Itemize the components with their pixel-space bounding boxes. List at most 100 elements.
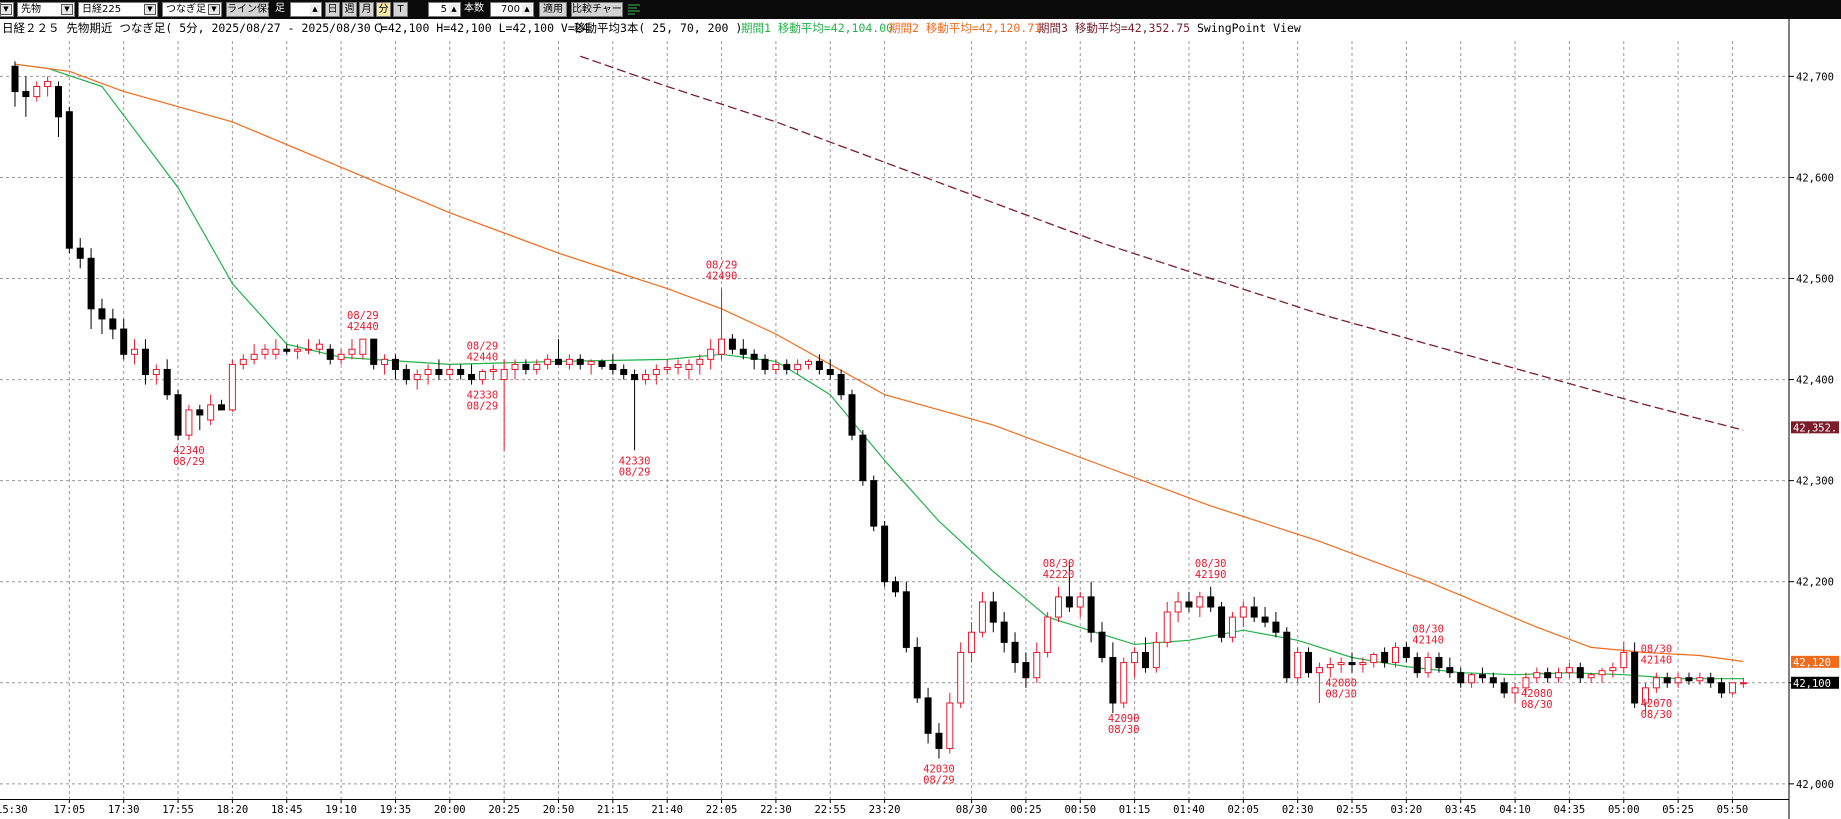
candle (228, 359, 236, 412)
candle-body (1076, 596, 1084, 608)
candle (837, 369, 845, 400)
candle-body (1152, 641, 1160, 669)
candle (1076, 591, 1084, 618)
candle (1522, 672, 1530, 693)
time-tick-label: 17:05 (54, 804, 86, 816)
candle (1185, 591, 1193, 613)
price-tick-label: 42,400 (1796, 375, 1834, 387)
candle-body (22, 91, 30, 98)
candle (196, 404, 204, 431)
candle-body (946, 702, 954, 749)
candle-body (1348, 662, 1356, 666)
candle-body (1642, 687, 1649, 704)
candle (54, 81, 62, 138)
ma3-line (579, 55, 1744, 431)
candle (131, 339, 139, 365)
swing-price: 42090 (1108, 713, 1140, 725)
line-save-button[interactable]: ライン保存 (226, 2, 277, 17)
candle (141, 339, 149, 385)
candle (1544, 667, 1552, 683)
swing-date: 08/29 (347, 310, 379, 322)
candle-body (1511, 687, 1519, 694)
candle (1381, 647, 1389, 668)
count-input[interactable]: 700 ▲ (490, 2, 534, 17)
tick-button[interactable]: T (393, 2, 408, 17)
candle (11, 61, 19, 107)
candle-body (1294, 651, 1302, 679)
candle-body (544, 358, 552, 365)
week-button[interactable]: 週 (342, 2, 357, 17)
interval-input[interactable]: 5 ▲ (428, 2, 461, 17)
time-tick-label: 20:50 (543, 804, 575, 816)
candle-body (163, 368, 171, 396)
candle-body (370, 338, 378, 365)
candle (391, 354, 399, 380)
time-axis[interactable]: 15:30 17:05 17:30 17:55 18:20 18:45 19:10 19:35… (0, 799, 1748, 816)
candle (1011, 632, 1019, 673)
candle-body (1000, 621, 1008, 643)
ashi-input[interactable]: ▲ (290, 2, 322, 17)
candle (174, 389, 182, 441)
chart-area[interactable]: 4234008/2908/294244008/29424404233008/29… (0, 19, 1841, 819)
candle-body (1402, 646, 1410, 659)
candle (348, 339, 356, 360)
candle (978, 591, 986, 638)
candle (728, 334, 736, 355)
candle (1685, 672, 1693, 685)
candle (761, 354, 769, 375)
candle-body (1141, 651, 1149, 669)
candle (544, 354, 552, 370)
candle (152, 364, 160, 385)
candles (11, 61, 1747, 759)
time-tick-label: 21:15 (597, 804, 629, 816)
candle (370, 338, 378, 370)
candle-body (674, 363, 682, 368)
chevron-down-icon: ▼ (144, 4, 156, 15)
day-button[interactable]: 日 (325, 2, 340, 17)
candle-body (239, 358, 247, 365)
time-tick-label: 08/30 (956, 804, 988, 816)
time-tick-label: 01:15 (1119, 804, 1151, 816)
candle-body (218, 404, 226, 411)
candle (555, 339, 562, 365)
candle-body (424, 368, 432, 376)
chart-style-icon[interactable] (627, 2, 641, 17)
candle-body (141, 348, 149, 376)
menu-dropdown[interactable]: ▼ (0, 2, 14, 17)
candle-body (65, 111, 73, 249)
minute-button[interactable]: 分 (376, 2, 391, 17)
swing-price: 42190 (1195, 569, 1227, 581)
candle (1652, 672, 1660, 693)
market-select[interactable]: 先物 ▼ (17, 2, 75, 17)
candle (1196, 591, 1204, 618)
candle (870, 475, 878, 532)
candle (315, 339, 323, 355)
candle-body (1652, 677, 1660, 689)
candle (1120, 657, 1128, 709)
toolbar: ▼ 先物 ▼ 日経225 ▼ つなぎ足 ▼ ライン保存 足 ▲ 日 週 月 分 T 5… (0, 0, 1841, 19)
price-flag: 42,100 (1791, 676, 1839, 690)
candle-body (1685, 677, 1693, 682)
apply-button[interactable]: 適用 (539, 2, 567, 17)
candle-body (1555, 672, 1563, 679)
candle (576, 354, 584, 370)
candle (924, 687, 932, 744)
candle-body (1196, 596, 1204, 608)
candle-body (783, 363, 791, 370)
month-button[interactable]: 月 (359, 2, 374, 17)
price-tick-label: 42,000 (1796, 779, 1834, 791)
candle (1033, 642, 1041, 683)
index-select[interactable]: 日経225 ▼ (78, 2, 158, 17)
compare-chart-button[interactable]: 比較チャート (571, 2, 632, 17)
candle-body (1500, 682, 1508, 694)
candle-body (533, 363, 541, 370)
chart-type-select[interactable]: つなぎ足 ▼ (162, 2, 222, 17)
candle-body (446, 368, 454, 376)
time-tick-label: 03:45 (1445, 804, 1477, 816)
candle-body (1424, 657, 1432, 674)
price-tick-label: 42,700 (1796, 71, 1834, 83)
candle (1163, 601, 1171, 648)
